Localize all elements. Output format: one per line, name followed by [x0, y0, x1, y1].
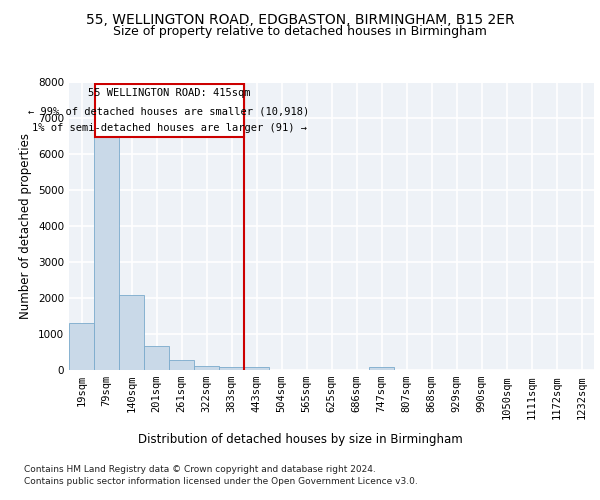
- Y-axis label: Number of detached properties: Number of detached properties: [19, 133, 32, 320]
- Text: Contains public sector information licensed under the Open Government Licence v3: Contains public sector information licen…: [24, 478, 418, 486]
- Bar: [219, 368, 244, 370]
- Text: Size of property relative to detached houses in Birmingham: Size of property relative to detached ho…: [113, 25, 487, 38]
- Text: 1% of semi-detached houses are larger (91) →: 1% of semi-detached houses are larger (9…: [32, 123, 307, 133]
- Bar: [169, 360, 194, 370]
- Bar: [369, 368, 394, 370]
- Text: 55, WELLINGTON ROAD, EDGBASTON, BIRMINGHAM, B15 2ER: 55, WELLINGTON ROAD, EDGBASTON, BIRMINGH…: [86, 12, 514, 26]
- Bar: [244, 368, 269, 370]
- Text: ← 99% of detached houses are smaller (10,918): ← 99% of detached houses are smaller (10…: [28, 106, 310, 117]
- Text: Distribution of detached houses by size in Birmingham: Distribution of detached houses by size …: [137, 432, 463, 446]
- Bar: [95, 84, 244, 137]
- Text: 55 WELLINGTON ROAD: 415sqm: 55 WELLINGTON ROAD: 415sqm: [88, 88, 250, 98]
- Bar: [94, 133, 119, 370]
- Bar: [194, 366, 219, 370]
- Text: Contains HM Land Registry data © Crown copyright and database right 2024.: Contains HM Land Registry data © Crown c…: [24, 465, 376, 474]
- Bar: [119, 295, 144, 370]
- Bar: [69, 324, 94, 370]
- Bar: [144, 346, 169, 370]
